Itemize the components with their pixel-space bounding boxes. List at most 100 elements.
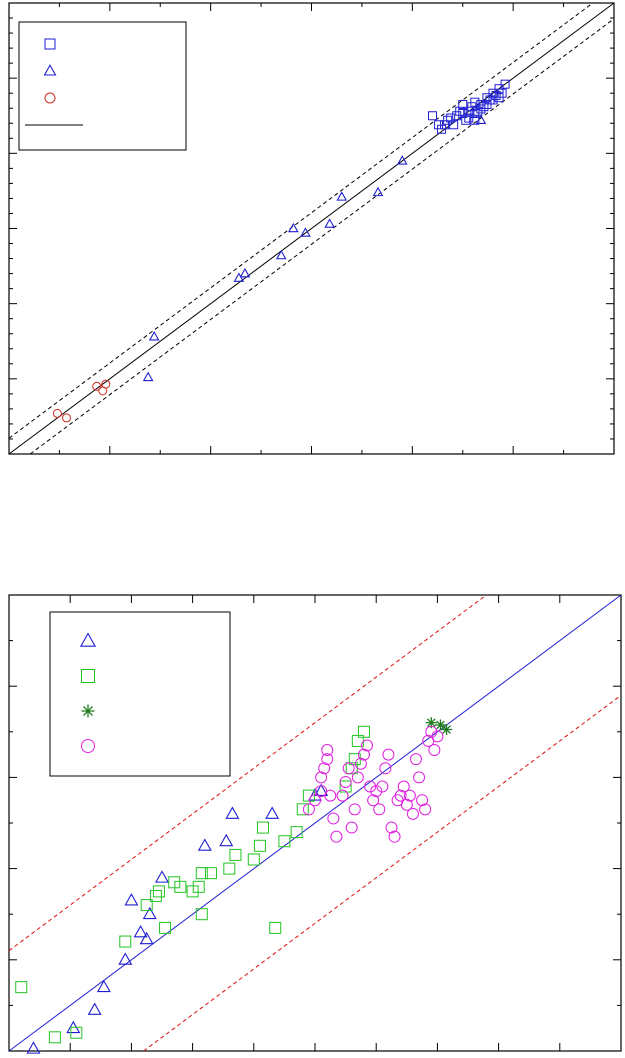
data-point-triangle xyxy=(475,114,487,125)
data-points xyxy=(52,79,510,423)
data-point-asterisk xyxy=(425,717,437,729)
data-point-circle xyxy=(373,803,386,816)
bound-line xyxy=(143,694,622,1052)
data-point-square xyxy=(494,84,504,94)
data-point-square xyxy=(149,889,162,902)
data-point-circle xyxy=(52,408,62,418)
data-point-circle xyxy=(339,775,352,788)
axis-ticks xyxy=(8,594,622,1052)
data-point-square xyxy=(140,899,153,912)
data-point-square xyxy=(497,88,507,98)
data-point-square xyxy=(470,108,480,118)
bound-line xyxy=(8,594,487,952)
data-point-triangle xyxy=(265,806,280,819)
data-point-circle xyxy=(416,794,429,807)
data-point-square xyxy=(476,99,486,109)
data-point-square xyxy=(437,124,447,134)
legend-marker-asterisk xyxy=(81,704,95,718)
scatter-chart-bottom xyxy=(8,594,622,1054)
legend xyxy=(18,21,187,151)
data-point-square xyxy=(70,1026,83,1039)
data-point-triangle xyxy=(124,893,139,906)
data-point-circle xyxy=(342,762,355,775)
data-point-square xyxy=(195,908,208,921)
data-point-triangle xyxy=(372,186,384,197)
data-point-square xyxy=(152,885,165,898)
fit-line xyxy=(8,594,622,1052)
data-point-square xyxy=(247,853,260,866)
data-point-square xyxy=(256,821,269,834)
data-point-square xyxy=(476,104,486,114)
data-point-circle xyxy=(315,771,328,784)
fit-line xyxy=(8,2,615,455)
data-point-triangle xyxy=(155,870,169,883)
data-point-triangle xyxy=(139,931,154,945)
data-point-square xyxy=(491,90,501,100)
data-point-circle xyxy=(419,803,432,816)
legend-marker-triangle xyxy=(79,632,97,647)
data-point-square xyxy=(339,780,352,793)
data-point-triangle xyxy=(26,1041,41,1054)
data-point-square xyxy=(186,885,199,898)
data-point-circle xyxy=(376,780,389,793)
data-point-circle xyxy=(318,762,331,775)
data-point-circle xyxy=(361,739,374,752)
data-point-triangle xyxy=(288,222,299,233)
data-point-square xyxy=(48,1031,61,1044)
data-point-square xyxy=(455,106,465,116)
data-point-circle xyxy=(385,821,398,834)
data-point-square xyxy=(500,79,510,89)
data-point-square xyxy=(494,93,504,103)
data-point-square xyxy=(269,921,282,934)
data-point-square xyxy=(296,803,309,816)
data-point-circle xyxy=(428,744,441,757)
data-point-circle xyxy=(101,379,111,389)
data-point-circle xyxy=(379,762,392,775)
data-point-circle xyxy=(324,789,337,802)
data-point-circle xyxy=(61,413,71,423)
data-point-circle xyxy=(309,794,321,807)
data-point-square xyxy=(174,880,187,893)
data-point-circle xyxy=(354,757,367,770)
data-point-square xyxy=(434,120,444,130)
data-point-square xyxy=(488,88,498,98)
data-point-square xyxy=(470,97,480,107)
data-point-asterisk xyxy=(441,724,453,736)
data-point-square xyxy=(479,102,489,112)
data-point-circle xyxy=(394,789,407,802)
data-point-square xyxy=(446,113,456,123)
data-point-circle xyxy=(406,807,419,820)
data-point-circle xyxy=(302,803,315,816)
legend-marker-triangle xyxy=(43,64,57,76)
data-point-square xyxy=(482,93,492,103)
data-point-square xyxy=(278,835,291,848)
data-point-circle xyxy=(364,780,377,793)
legend-marker-circle xyxy=(81,739,95,753)
data-point-circle xyxy=(348,803,361,816)
data-point-circle xyxy=(403,789,416,802)
data-point-circle xyxy=(431,730,444,743)
data-point-circle xyxy=(351,771,364,784)
data-point-circle xyxy=(413,771,426,784)
data-point-triangle xyxy=(148,331,160,341)
data-point-triangle xyxy=(308,788,322,801)
data-point-square xyxy=(461,115,471,125)
data-point-circle xyxy=(370,785,383,798)
data-point-triangle xyxy=(133,924,148,938)
data-point-triangle xyxy=(96,979,111,993)
data-point-square xyxy=(253,839,266,852)
data-point-triangle xyxy=(142,371,154,382)
data-points xyxy=(15,717,453,1054)
data-point-square xyxy=(15,981,28,994)
data-point-circle xyxy=(397,780,410,793)
data-point-square xyxy=(302,789,315,802)
data-point-circle xyxy=(327,812,340,825)
data-point-circle xyxy=(321,744,334,757)
data-point-square xyxy=(229,848,242,861)
data-point-square xyxy=(467,102,477,112)
data-point-square xyxy=(464,113,474,123)
data-point-square xyxy=(449,120,459,130)
data-point-square xyxy=(192,880,205,893)
data-point-circle xyxy=(345,821,358,834)
data-point-square xyxy=(290,826,303,839)
